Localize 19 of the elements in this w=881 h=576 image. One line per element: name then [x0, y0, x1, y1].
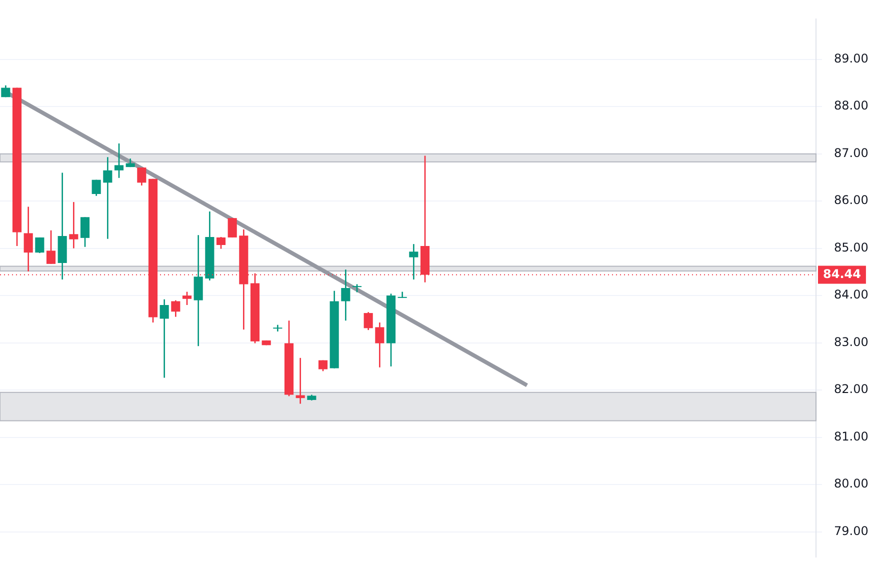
y-tick-label: 88.00	[834, 98, 868, 113]
ref-line-label: 84.44	[823, 266, 861, 281]
y-tick-label: 85.00	[834, 240, 868, 254]
candlestick	[273, 324, 282, 332]
y-tick-label: 83.00	[834, 334, 868, 349]
y-tick-label: 82.00	[834, 382, 868, 396]
y-tick-label: 80.00	[834, 476, 868, 491]
candlestick	[69, 202, 78, 248]
candlestick	[160, 299, 169, 378]
candlestick	[103, 157, 112, 239]
y-tick-label: 87.00	[834, 146, 868, 160]
candlestick	[409, 244, 418, 280]
candlestick	[398, 292, 407, 298]
y-tick-label: 84.00	[834, 288, 868, 302]
candlestick	[296, 358, 305, 404]
y-tick-label: 89.00	[834, 51, 868, 66]
y-tick-label: 79.00	[834, 524, 868, 538]
y-tick-label: 81.00	[834, 429, 868, 444]
y-tick-label: 86.00	[834, 193, 868, 208]
